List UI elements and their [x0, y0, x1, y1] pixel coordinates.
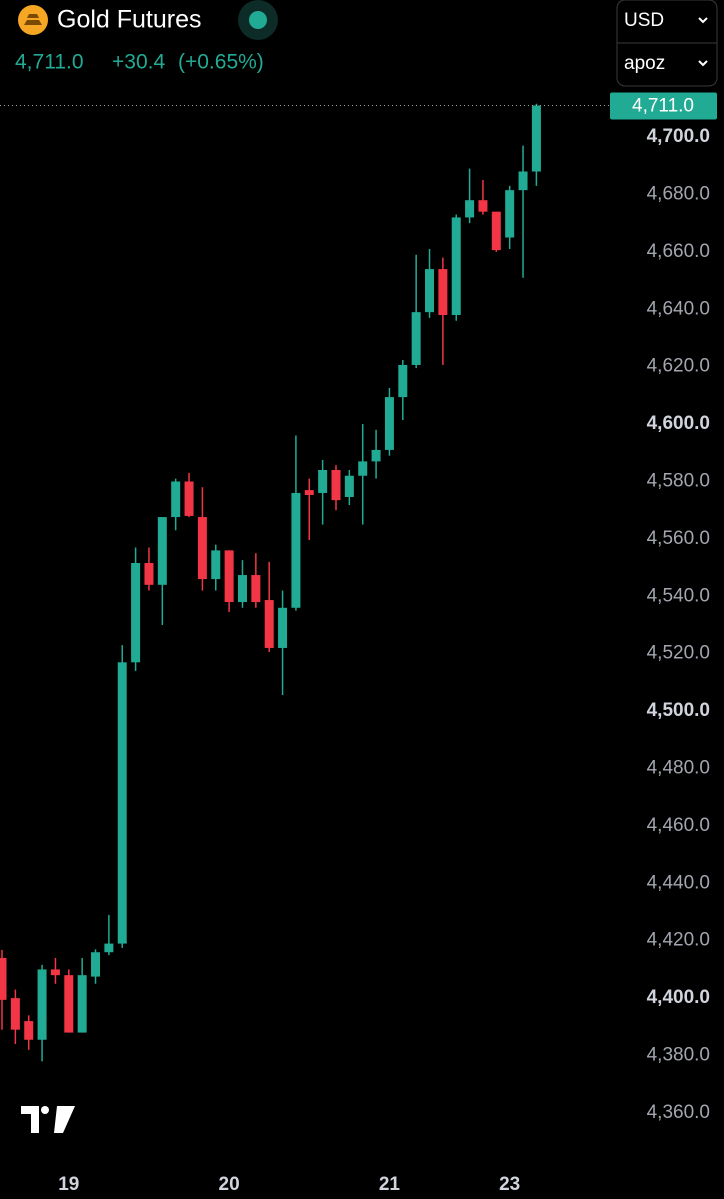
candle-body — [251, 575, 261, 603]
candle-body — [184, 481, 194, 516]
candle-body — [237, 575, 247, 603]
candle-body — [438, 269, 448, 316]
candle-body — [304, 490, 314, 495]
y-tick-label: 4,520.0 — [647, 643, 710, 664]
candle-body — [505, 190, 515, 238]
y-tick-label: 4,540.0 — [647, 585, 710, 606]
logo-part — [21, 1106, 39, 1133]
y-tick-label: 4,560.0 — [647, 528, 710, 549]
candle-body — [117, 662, 127, 944]
y-tick-label: 4,500.0 — [647, 700, 710, 721]
candle-body — [131, 563, 141, 663]
candle-body — [425, 269, 435, 313]
candle-body — [465, 200, 475, 218]
candle-body — [371, 449, 381, 462]
candle-body — [451, 217, 461, 316]
y-tick-label: 4,640.0 — [647, 298, 710, 319]
x-tick-label: 21 — [379, 1174, 401, 1195]
candle-body — [24, 1021, 34, 1040]
candle-body — [278, 607, 288, 648]
y-tick-label: 4,380.0 — [647, 1045, 710, 1066]
candle-body — [478, 200, 488, 212]
candle-body — [318, 470, 328, 493]
y-tick-label: 4,700.0 — [647, 126, 710, 147]
tv-logo — [21, 1106, 75, 1133]
symbol-title: Gold Futures — [57, 6, 202, 34]
logo-part — [41, 1106, 49, 1114]
candle-body — [531, 105, 541, 172]
candle-body — [50, 969, 60, 976]
price: 4,711.0 — [15, 51, 84, 74]
change-pct: (+0.65%) — [178, 51, 264, 74]
y-tick-label: 4,680.0 — [647, 183, 710, 204]
last-price-label: 4,711.0 — [632, 95, 694, 116]
candle-body — [157, 517, 167, 585]
candle-body — [211, 550, 221, 580]
chevron — [698, 60, 708, 67]
y-tick-label: 4,400.0 — [647, 987, 710, 1008]
unit-select[interactable]: apoz — [624, 53, 665, 74]
change: +30.4 — [112, 51, 165, 74]
x-tick-label: 19 — [58, 1174, 79, 1195]
y-tick-label: 4,620.0 — [647, 356, 710, 377]
y-tick-label: 4,580.0 — [647, 471, 710, 492]
logo-part — [54, 1106, 75, 1133]
candle-body — [77, 975, 87, 1033]
y-tick-label: 4,480.0 — [647, 758, 710, 779]
candle-body — [224, 550, 234, 603]
last-price-box — [610, 92, 717, 120]
x-tick-label: 23 — [499, 1174, 520, 1195]
candle-body — [64, 975, 74, 1033]
market-status-dot — [249, 11, 267, 29]
candle-body — [197, 517, 207, 580]
plot: 4,360.0 4,380.0 4,400.0 4,420.0 4,440.0 4,460… — [0, 92, 717, 1195]
candle-body — [398, 364, 408, 398]
gold-bars — [24, 14, 42, 25]
candle-body — [104, 943, 114, 953]
candle-body — [264, 600, 274, 648]
currency-select[interactable]: USD — [624, 10, 664, 31]
candle-body — [518, 171, 528, 191]
y-tick-label: 4,600.0 — [647, 413, 710, 434]
candle-body — [411, 312, 421, 365]
y-tick-label: 4,420.0 — [647, 930, 710, 951]
header: Gold Futures 4,711.0 +30.4 (+0.65%) USD … — [15, 0, 718, 87]
candle-body — [358, 461, 368, 476]
candle-body — [384, 397, 394, 450]
candle-body — [10, 998, 20, 1030]
candle-body — [344, 475, 354, 497]
candle-body — [0, 957, 7, 1000]
y-tick-label: 4,660.0 — [647, 241, 710, 262]
y-tick-label: 4,440.0 — [647, 872, 710, 893]
candle-body — [491, 211, 501, 251]
y-tick-label: 4,460.0 — [647, 815, 710, 836]
candle-body — [91, 952, 101, 977]
candle-body — [291, 492, 301, 608]
x-tick-label: 20 — [219, 1174, 240, 1195]
y-tick-label: 4,360.0 — [647, 1102, 710, 1123]
candle-body — [144, 563, 154, 585]
chevron — [698, 17, 708, 24]
candle-body — [331, 470, 341, 501]
candle-body — [37, 969, 47, 1040]
candle-body — [171, 481, 181, 518]
